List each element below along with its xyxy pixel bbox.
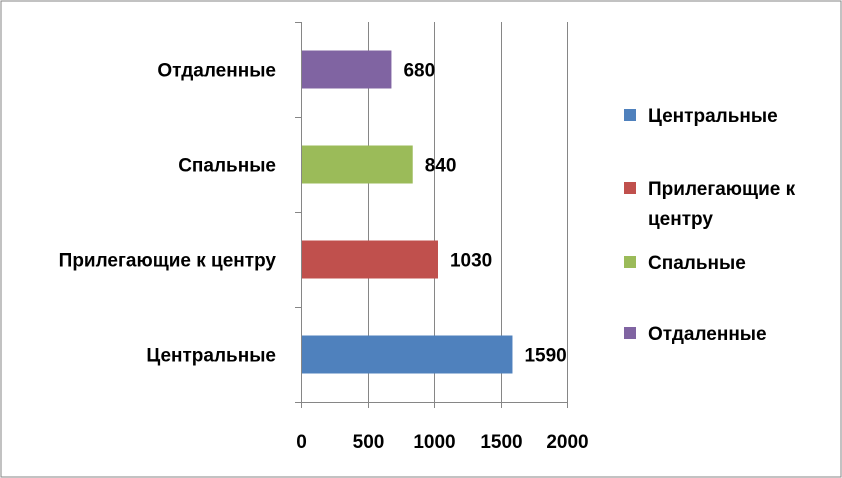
x-tick-label: 2000 (546, 432, 588, 453)
axes (295, 22, 568, 408)
legend: Центральные Прилегающие к центру Спальные От… (624, 106, 796, 345)
x-tick-label: 500 (353, 432, 385, 453)
legend-label-line: Прилегающие к (648, 179, 796, 200)
labels: 0 500 1000 1500 2000 1590 Центральные 1030 Приле… (59, 61, 589, 454)
legend-label-line: Центральные (648, 106, 778, 127)
bar (302, 240, 438, 279)
category-label: Отдаленные (157, 61, 276, 82)
bar (302, 50, 392, 89)
legend-label-line: Отдаленные (648, 324, 767, 345)
legend-label-line: Спальные (648, 253, 746, 274)
legend-swatch (624, 327, 636, 339)
bars (302, 50, 513, 374)
x-tick-label: 0 (296, 432, 307, 453)
data-label: 840 (425, 156, 457, 177)
bar (302, 335, 513, 374)
legend-swatch (624, 109, 636, 121)
legend-swatch (624, 182, 636, 194)
data-label: 1030 (450, 251, 492, 272)
data-label: 1590 (524, 346, 566, 367)
legend-label-line: центру (648, 209, 713, 230)
data-label: 680 (403, 61, 435, 82)
legend-label: Спальные (648, 253, 746, 274)
category-label: Прилегающие к центру (59, 251, 277, 272)
legend-label: Центральные (648, 106, 778, 127)
bar (302, 145, 413, 184)
category-label: Центральные (146, 346, 276, 367)
legend-label: Прилегающие к центру (648, 179, 796, 230)
legend-swatch (624, 256, 636, 268)
legend-label: Отдаленные (648, 324, 767, 345)
category-label: Спальные (178, 156, 276, 177)
x-tick-label: 1500 (480, 432, 522, 453)
x-tick-label: 1000 (413, 432, 455, 453)
